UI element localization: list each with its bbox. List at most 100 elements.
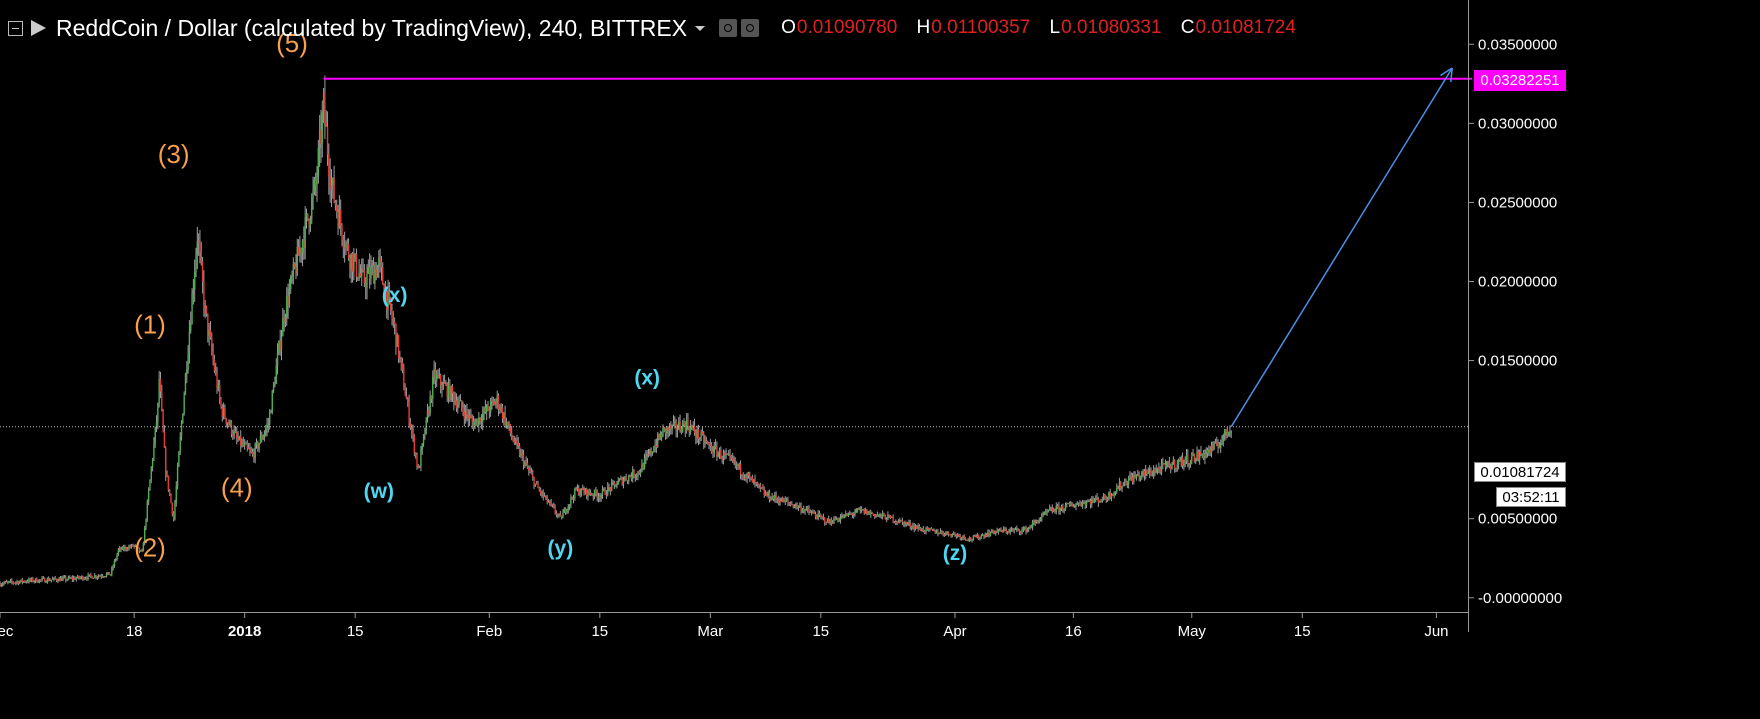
candle-body bbox=[622, 480, 625, 485]
candle-body bbox=[389, 297, 392, 311]
eye-icon[interactable] bbox=[719, 19, 738, 37]
candle-body bbox=[207, 313, 209, 336]
candle-body bbox=[0, 583, 1, 586]
candle-body bbox=[696, 429, 698, 438]
candle-body bbox=[115, 558, 117, 561]
candle-body bbox=[96, 576, 99, 578]
candle-body bbox=[1175, 467, 1177, 469]
candle-body bbox=[596, 493, 598, 498]
candle-body bbox=[1017, 528, 1019, 530]
candle-body bbox=[1089, 500, 1092, 505]
candle-body bbox=[1192, 453, 1194, 456]
candle-body bbox=[975, 536, 977, 538]
candle-body bbox=[724, 452, 726, 456]
candle-body bbox=[278, 341, 280, 354]
candle-body bbox=[681, 422, 684, 433]
candle-body bbox=[718, 449, 721, 454]
gear-icon[interactable] bbox=[741, 19, 760, 37]
candle-body bbox=[291, 276, 293, 278]
candle-body bbox=[279, 341, 281, 351]
candle-body bbox=[847, 513, 850, 516]
candle-body bbox=[350, 253, 352, 269]
candle-body bbox=[170, 494, 172, 504]
symbol-title[interactable]: ReddCoin / Dollar (calculated by Trading… bbox=[56, 14, 688, 41]
candle-body bbox=[111, 568, 113, 575]
candle-body bbox=[683, 422, 685, 425]
symbol-header: ReddCoin / Dollar (calculated by Trading… bbox=[8, 12, 1296, 44]
candle-body bbox=[1031, 522, 1034, 528]
candle-body bbox=[318, 130, 321, 148]
candle-body bbox=[710, 445, 713, 452]
candle-body bbox=[730, 455, 733, 459]
candle-body bbox=[1230, 431, 1232, 433]
candle-body bbox=[503, 412, 505, 419]
candle-body bbox=[286, 296, 288, 318]
candle-body bbox=[526, 462, 529, 468]
candle-body bbox=[826, 518, 829, 523]
candle-body bbox=[959, 535, 961, 539]
candle-body bbox=[949, 534, 951, 536]
candle-body bbox=[868, 511, 871, 515]
candle-body bbox=[172, 513, 175, 519]
candle-body bbox=[588, 489, 591, 494]
candle-body bbox=[257, 442, 259, 449]
candle-body bbox=[879, 513, 881, 515]
drawings-layer[interactable] bbox=[0, 67, 1472, 428]
chevron-down-icon[interactable] bbox=[695, 25, 706, 31]
candle-body bbox=[457, 404, 459, 409]
candle-body bbox=[78, 575, 80, 579]
flag-icon[interactable] bbox=[31, 20, 46, 36]
candle-body bbox=[1114, 491, 1117, 493]
candle-body bbox=[72, 577, 75, 580]
candle-body bbox=[1041, 514, 1043, 519]
candle-body bbox=[1012, 529, 1014, 531]
candle-body bbox=[981, 534, 984, 536]
candle-body bbox=[311, 197, 313, 220]
candle-body bbox=[763, 489, 765, 496]
candle-body bbox=[968, 537, 971, 540]
candle-body bbox=[679, 421, 681, 430]
candle-body bbox=[178, 451, 180, 467]
candle-body bbox=[658, 434, 660, 439]
candle-body bbox=[370, 267, 372, 279]
candle-body bbox=[946, 531, 948, 533]
candle-body bbox=[722, 452, 725, 459]
candle-body bbox=[1151, 474, 1154, 476]
candle-body bbox=[703, 434, 705, 444]
time-axis[interactable]: Dec 18 2018 15 Feb 15 Mar 15 Apr 16 May 15 Jun bbox=[0, 612, 1468, 640]
price-axis[interactable]: 0.03500000 0.03000000 0.02500000 0.02000000… bbox=[1468, 0, 1562, 632]
candle-body bbox=[532, 474, 534, 478]
candle-body bbox=[970, 537, 972, 540]
candle-body bbox=[633, 470, 635, 478]
candle-body bbox=[1176, 464, 1178, 468]
candle-body bbox=[595, 489, 597, 494]
candle-body bbox=[162, 409, 164, 432]
candle-body bbox=[37, 582, 39, 584]
candle-body bbox=[471, 417, 473, 422]
time-tick-label: 15 bbox=[812, 623, 829, 640]
candle-body bbox=[400, 357, 402, 363]
candle-body bbox=[1141, 472, 1143, 476]
candle-body bbox=[922, 528, 925, 532]
high-key: H bbox=[916, 17, 931, 38]
candle-body bbox=[518, 446, 521, 456]
candle-body bbox=[997, 530, 1000, 533]
candle-body bbox=[1108, 492, 1110, 500]
collapse-icon[interactable] bbox=[8, 20, 23, 36]
candle-body bbox=[618, 479, 621, 481]
candle-body bbox=[41, 578, 43, 580]
candle-body bbox=[58, 578, 60, 582]
candle-body bbox=[557, 514, 559, 516]
candle-body bbox=[1146, 469, 1148, 474]
candle-body bbox=[45, 582, 47, 584]
candle-body bbox=[80, 576, 83, 578]
candle-body bbox=[1166, 461, 1168, 467]
candle-body bbox=[99, 575, 101, 577]
candle-body bbox=[76, 575, 79, 579]
candle-body bbox=[387, 291, 389, 310]
candle-body bbox=[384, 290, 387, 298]
candle-body bbox=[347, 244, 350, 258]
candle-body bbox=[816, 516, 818, 519]
candle-body bbox=[795, 503, 797, 507]
